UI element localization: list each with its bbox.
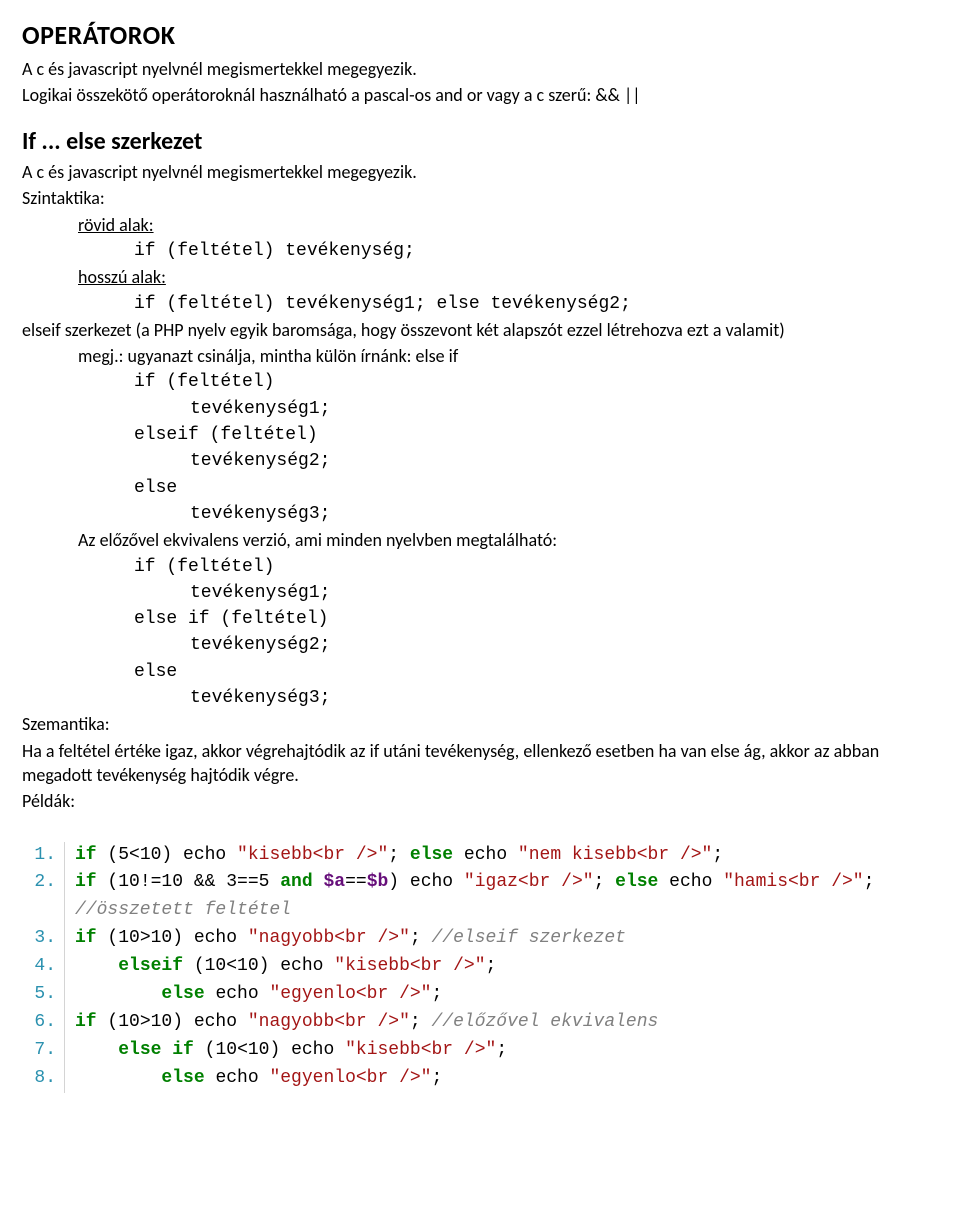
code-line-5: 5. else echo "egyenlo<br />"; <box>22 981 938 1009</box>
line-number: 6. <box>22 1009 65 1037</box>
paragraph-semantics: Ha a feltétel értéke igaz, akkor végreha… <box>22 739 938 788</box>
code-line-8: 8. else echo "egyenlo<br />"; <box>22 1065 938 1093</box>
line-number: 7. <box>22 1037 65 1065</box>
line-number: 1. <box>22 842 65 870</box>
line-number: 2. <box>22 869 65 897</box>
line-number-empty <box>22 897 65 925</box>
code-src: if (10!=10 && 3==5 and $a==$b) echo "iga… <box>75 869 874 897</box>
heading-operators: OPERÁTOROK <box>22 18 938 53</box>
label-examples: Példák: <box>22 789 938 813</box>
line-number: 4. <box>22 953 65 981</box>
code-line-3: 3. if (10>10) echo "nagyobb<br />"; //el… <box>22 925 938 953</box>
code-line-2: 2. if (10!=10 && 3==5 and $a==$b) echo "… <box>22 869 938 897</box>
code2-l1: if (feltétel) <box>134 555 938 579</box>
line-number: 3. <box>22 925 65 953</box>
code-line-7: 7. else if (10<10) echo "kisebb<br />"; <box>22 1037 938 1065</box>
code1-l4: tevékenység2; <box>190 449 938 473</box>
label-long-form: hosszú alak: <box>78 266 166 288</box>
paragraph-op-1: A c és javascript nyelvnél megismertekke… <box>22 57 938 81</box>
code2-l4: tevékenység2; <box>190 633 938 657</box>
code-line-4: 4. elseif (10<10) echo "kisebb<br />"; <box>22 953 938 981</box>
code-example-block: 1. if (5<10) echo "kisebb<br />"; else e… <box>22 842 938 1093</box>
code1-l1: if (feltétel) <box>134 370 938 394</box>
paragraph-if-1: A c és javascript nyelvnél megismertekke… <box>22 160 938 184</box>
code1-l6: tevékenység3; <box>190 502 938 526</box>
code-long-form: if (feltétel) tevékenység1; else tevéken… <box>134 292 938 316</box>
code1-l2: tevékenység1; <box>190 397 938 421</box>
code-src: else echo "egyenlo<br />"; <box>75 1065 442 1093</box>
label-semantics: Szemantika: <box>22 712 938 736</box>
code-src: if (10>10) echo "nagyobb<br />"; //elsei… <box>75 925 626 953</box>
code2-l3: else if (feltétel) <box>134 607 938 631</box>
code-src: if (5<10) echo "kisebb<br />"; else echo… <box>75 842 723 870</box>
paragraph-elseif-note: elseif szerkezet (a PHP nyelv egyik baro… <box>22 318 938 342</box>
label-syntax: Szintaktika: <box>22 186 938 210</box>
code-line-6: 6. if (10>10) echo "nagyobb<br />"; //el… <box>22 1009 938 1037</box>
code-src: else if (10<10) echo "kisebb<br />"; <box>75 1037 507 1065</box>
line-number: 8. <box>22 1065 65 1093</box>
code-src: //összetett feltétel <box>75 897 291 925</box>
code2-l2: tevékenység1; <box>190 581 938 605</box>
heading-if-else: If ... else szerkezet <box>22 126 938 158</box>
code-line-1: 1. if (5<10) echo "kisebb<br />"; else e… <box>22 842 938 870</box>
line-number: 5. <box>22 981 65 1009</box>
code2-l5: else <box>134 660 938 684</box>
code-short-form: if (feltétel) tevékenység; <box>134 239 938 263</box>
label-short-form: rövid alak: <box>78 214 154 236</box>
code-src: if (10>10) echo "nagyobb<br />"; //előző… <box>75 1009 658 1037</box>
label-equivalent: Az előzővel ekvivalens verzió, ami minde… <box>78 528 938 552</box>
code-src: else echo "egyenlo<br />"; <box>75 981 442 1009</box>
label-note: megj.: ugyanazt csinálja, mintha külön í… <box>78 344 938 368</box>
code2-l6: tevékenység3; <box>190 686 938 710</box>
paragraph-op-2: Logikai összekötő operátoroknál használh… <box>22 83 938 107</box>
code1-l5: else <box>134 476 938 500</box>
code1-l3: elseif (feltétel) <box>134 423 938 447</box>
code-line-2-cont: //összetett feltétel <box>22 897 938 925</box>
code-src: elseif (10<10) echo "kisebb<br />"; <box>75 953 496 981</box>
